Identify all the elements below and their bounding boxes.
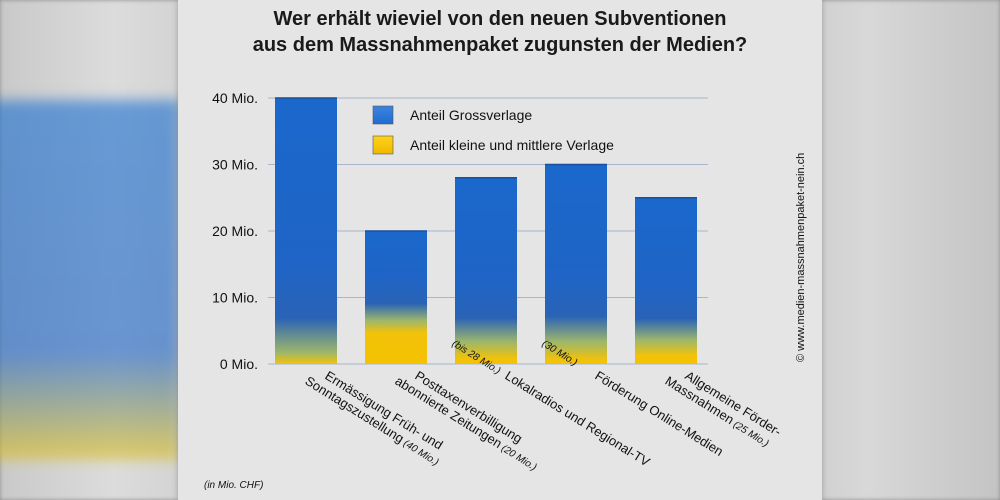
y-tick-label: 10 Mio. xyxy=(212,290,258,306)
blurred-background-left xyxy=(0,0,190,500)
bar-4 xyxy=(545,164,607,364)
blurred-background-right xyxy=(810,0,1000,500)
chart-title-line-1: Wer erhält wieviel von den neuen Subvent… xyxy=(273,8,727,30)
chart-title: Wer erhält wieviel von den neuen Subvent… xyxy=(178,6,822,58)
bar-5 xyxy=(635,197,697,364)
unit-note: (in Mio. CHF) xyxy=(204,480,263,491)
bar-2 xyxy=(365,231,427,364)
y-tick-label: 40 Mio. xyxy=(212,90,258,106)
bar-1 xyxy=(275,98,337,364)
legend-swatch xyxy=(372,105,394,125)
chart-title-line-2: aus dem Massnahmenpaket zugunsten der Me… xyxy=(252,34,748,56)
copyright-text: © www.medien-massnahmenpaket-nein.ch xyxy=(795,153,807,362)
x-category-label: Allgemeine Förder-Massnahmen (25 Mio.) xyxy=(663,368,785,450)
y-tick-label: 20 Mio. xyxy=(212,223,258,239)
chart-card: Wer erhält wieviel von den neuen Subvent… xyxy=(178,0,822,500)
legend-label: Anteil kleine und mittlere Verlage xyxy=(410,137,614,153)
bar-chart: 0 Mio. 10 Mio. 20 Mio. 30 Mio. 40 Mio. Antei… xyxy=(204,90,807,491)
bar-3 xyxy=(455,177,517,364)
y-tick-label: 0 Mio. xyxy=(220,356,258,372)
legend-swatch xyxy=(372,135,394,155)
svg-text:Lokalradios und Regional-TV: Lokalradios und Regional-TV xyxy=(502,368,652,470)
y-tick-label: 30 Mio. xyxy=(212,157,258,173)
legend-label: Anteil Grossverlage xyxy=(410,107,532,123)
